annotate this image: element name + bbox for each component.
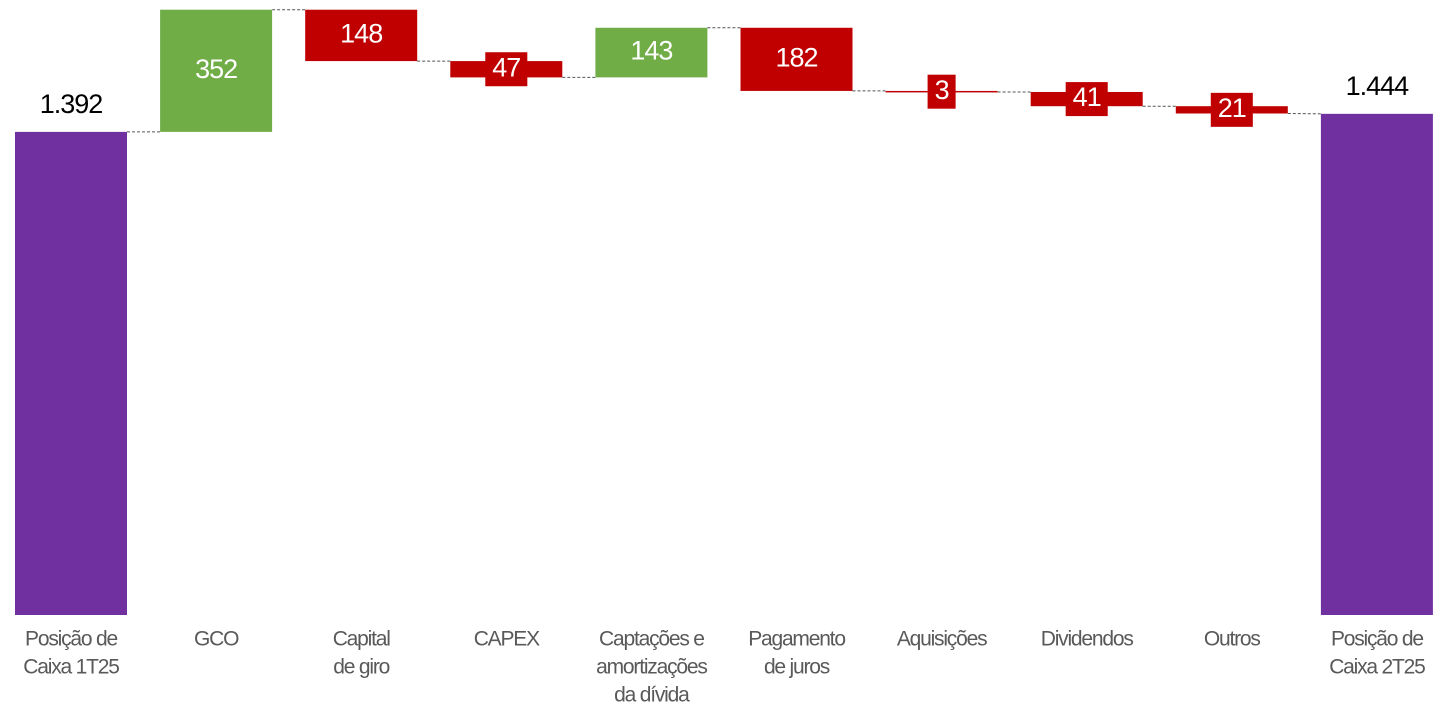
value-label: 3 bbox=[935, 75, 949, 105]
value-label: 352 bbox=[195, 54, 237, 84]
x-tick-label: Aquisições bbox=[897, 628, 987, 651]
value-label: 41 bbox=[1073, 82, 1101, 112]
x-tick-label: GCO bbox=[194, 628, 239, 651]
value-label: 1.444 bbox=[1346, 71, 1410, 101]
x-tick-label: Caixa 1T25 bbox=[23, 656, 119, 679]
bar bbox=[305, 9, 418, 62]
bar bbox=[595, 27, 708, 78]
value-label: 143 bbox=[630, 36, 672, 66]
x-tick-label: Dividendos bbox=[1041, 628, 1134, 651]
x-tick-label: Captações e bbox=[599, 628, 704, 651]
value-label: 1.392 bbox=[40, 89, 103, 119]
value-label: 47 bbox=[492, 52, 520, 82]
value-label-box bbox=[1210, 92, 1253, 127]
x-tick-label: Capital bbox=[333, 628, 391, 651]
x-tick-label: amortizações bbox=[596, 656, 707, 679]
x-tick-label: Posição de bbox=[25, 628, 117, 651]
value-label: 182 bbox=[775, 42, 817, 72]
bar bbox=[740, 27, 853, 91]
value-label-box bbox=[927, 74, 956, 109]
value-label: 21 bbox=[1218, 93, 1246, 123]
x-tick-label: de juros bbox=[764, 656, 830, 679]
value-label-box bbox=[1065, 82, 1108, 117]
value-label-box bbox=[485, 52, 528, 87]
x-tick-label: de giro bbox=[333, 656, 389, 679]
x-tick-label: CAPEX bbox=[474, 628, 540, 651]
bar bbox=[1320, 113, 1433, 616]
x-tick-label: Posição de bbox=[1331, 628, 1423, 651]
bar bbox=[160, 9, 273, 132]
bar bbox=[15, 131, 127, 615]
x-tick-label: Outros bbox=[1204, 628, 1261, 651]
x-tick-label: Pagamento bbox=[748, 628, 845, 651]
x-tick-label: Caixa 2T25 bbox=[1329, 656, 1425, 679]
value-label: 148 bbox=[340, 19, 382, 49]
x-tick-label: da dívida bbox=[614, 684, 690, 707]
